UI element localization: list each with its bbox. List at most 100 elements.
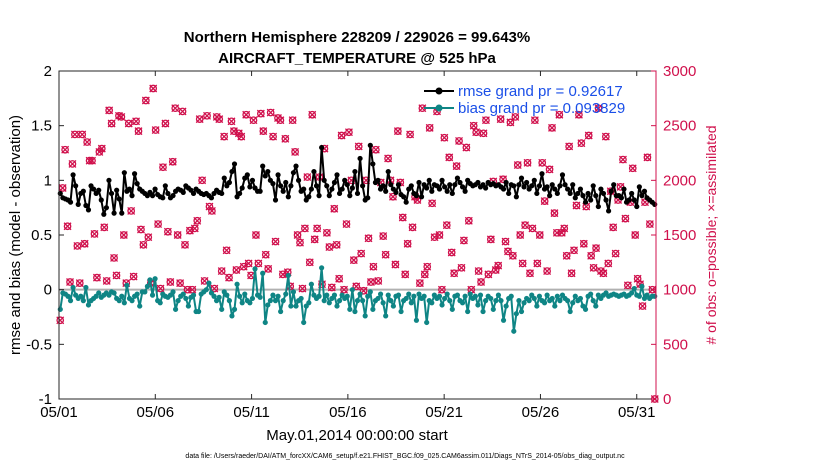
obs-assimilated-marker — [619, 155, 627, 164]
legend-rmse-label: rmse grand pr = 0.92617 — [458, 83, 623, 100]
obs-assimilated-marker — [496, 115, 505, 124]
obs-count-point — [220, 132, 229, 141]
obs-assimilated-marker — [423, 262, 432, 271]
obs-assimilated-marker — [364, 234, 373, 243]
obs-assimilated-marker — [393, 127, 402, 136]
rmse-point — [290, 170, 297, 176]
obs-assimilated-marker — [188, 285, 197, 294]
bias-point — [183, 295, 189, 302]
obs-count-point — [124, 119, 133, 128]
rmse-point — [301, 186, 307, 192]
rmse-point — [531, 177, 537, 183]
obs-assimilated-marker — [435, 231, 444, 239]
obs-assimilated-marker — [628, 164, 637, 173]
rmse-point — [265, 168, 271, 175]
obs-assimilated-marker — [330, 204, 339, 213]
obs-possible-marker — [80, 239, 89, 248]
obs-count-point — [494, 261, 503, 270]
obs-count-point — [254, 259, 263, 268]
obs-assimilated-marker — [227, 117, 236, 126]
rmse-point — [401, 194, 407, 200]
obs-assimilated-marker — [459, 236, 468, 245]
bias-point — [424, 319, 430, 326]
obs-possible-marker — [134, 127, 143, 135]
obs-possible-marker — [159, 163, 167, 172]
rmse-point — [121, 170, 127, 176]
rmse-point — [595, 203, 601, 210]
obs-assimilated-marker — [68, 159, 77, 168]
obs-assimilated-marker — [406, 130, 415, 139]
obs-assimilated-marker — [511, 112, 520, 121]
obs-assimilated-marker — [75, 279, 84, 288]
bias-point — [567, 308, 573, 315]
obs-count-point — [599, 269, 608, 278]
obs-possible-marker — [372, 145, 380, 154]
rmse-point — [577, 186, 584, 192]
obs-possible-marker — [227, 117, 236, 126]
obs-count-point — [604, 259, 613, 268]
obs-count-point — [132, 117, 141, 126]
obs-possible-marker — [90, 230, 99, 238]
obs-possible-marker — [511, 113, 520, 121]
rmse-point — [278, 183, 284, 189]
obs-count-point — [609, 223, 618, 232]
obs-possible-marker — [531, 116, 539, 125]
obs-count-point — [293, 231, 302, 239]
bias-point — [483, 298, 489, 304]
obs-assimilated-marker — [450, 269, 459, 278]
obs-possible-marker — [137, 225, 145, 234]
obs-assimilated-marker — [528, 224, 537, 233]
rmse-point — [293, 163, 299, 169]
obs-assimilated-marker — [354, 142, 363, 151]
rmse-point — [90, 186, 97, 192]
rmse-point — [424, 185, 430, 191]
obs-possible-marker — [472, 128, 481, 137]
obs-count-point — [611, 249, 620, 258]
obs-count-point — [511, 112, 520, 121]
obs-possible-marker — [298, 284, 307, 293]
obs-assimilated-marker — [259, 127, 268, 136]
obs-possible-marker — [349, 256, 358, 264]
x-tick-label: 05/21 — [425, 404, 463, 421]
obs-possible-marker — [215, 115, 224, 123]
obs-count-point — [391, 260, 400, 269]
obs-assimilated-marker — [455, 137, 463, 145]
bias-point — [513, 311, 519, 317]
obs-possible-marker — [523, 158, 532, 167]
bias-point — [206, 280, 212, 286]
obs-assimilated-marker — [222, 246, 231, 255]
obs-assimilated-marker — [540, 197, 549, 206]
obs-count-point — [479, 129, 488, 138]
y-right-tick-label: 2000 — [663, 172, 696, 189]
obs-assimilated-marker — [73, 241, 82, 250]
obs-count-point — [587, 251, 596, 260]
obs-count-point — [628, 164, 637, 173]
obs-assimilated-marker — [562, 251, 571, 260]
rmse-point — [321, 177, 327, 183]
bias-point — [293, 303, 299, 309]
bias-point — [534, 303, 540, 309]
obs-assimilated-marker — [141, 96, 150, 105]
bias-point — [308, 281, 314, 287]
obs-count-point — [548, 123, 556, 132]
bias-point — [557, 298, 563, 304]
rmse-point — [557, 183, 563, 189]
obs-possible-marker — [609, 223, 618, 232]
rmse-point — [500, 186, 507, 192]
obs-possible-marker — [291, 148, 299, 156]
obs-possible-marker — [540, 197, 549, 205]
bias-point — [370, 306, 376, 312]
obs-possible-marker — [97, 144, 106, 153]
obs-count-point — [472, 128, 481, 137]
obs-count-point — [313, 224, 322, 233]
rmse-point — [611, 182, 617, 188]
rmse-point — [108, 190, 115, 197]
obs-possible-marker — [455, 137, 463, 145]
rmse-point — [549, 182, 555, 188]
rmse-point — [334, 172, 340, 178]
rmse-point — [652, 201, 658, 207]
obs-assimilated-marker — [66, 278, 74, 286]
obs-count-point — [259, 127, 268, 136]
y-tick-label: 0 — [44, 282, 52, 299]
bias-point — [383, 313, 389, 319]
